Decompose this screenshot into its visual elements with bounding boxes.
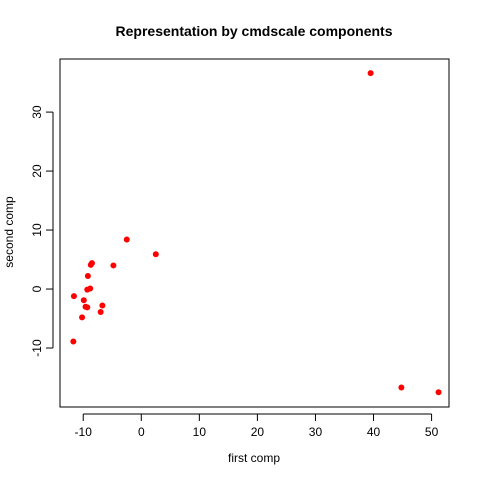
data-point <box>367 70 374 77</box>
plot-frame <box>59 58 450 408</box>
data-point <box>70 338 77 345</box>
data-point <box>79 314 86 321</box>
y-tick-label: -10 <box>30 339 44 357</box>
data-point <box>152 251 159 258</box>
data-points <box>70 70 442 396</box>
data-point <box>97 309 104 316</box>
y-axis-label: second comp <box>2 196 16 268</box>
data-point <box>123 236 130 243</box>
data-point <box>99 302 106 309</box>
data-point <box>435 389 442 396</box>
x-tick-label: -10 <box>75 425 93 439</box>
x-tick-label: 40 <box>367 425 381 439</box>
x-axis-label: first comp <box>228 451 280 465</box>
y-tick-label: 20 <box>30 164 44 178</box>
data-point <box>84 273 91 280</box>
x-tick-label: 20 <box>251 425 265 439</box>
x-tick-label: 10 <box>193 425 207 439</box>
x-axis: -10 0 10 20 30 40 50 <box>75 413 439 439</box>
data-point <box>84 304 91 311</box>
data-point <box>84 286 91 293</box>
y-tick-label: 0 <box>30 285 44 292</box>
data-point <box>398 384 405 391</box>
data-point <box>70 293 77 300</box>
x-tick-label: 30 <box>309 425 323 439</box>
data-point <box>87 261 94 268</box>
y-tick-label: 30 <box>30 105 44 119</box>
y-axis: -10 0 10 20 30 <box>30 105 54 357</box>
chart-title: Representation by cmdscale components <box>116 23 393 39</box>
x-tick-label: 50 <box>425 425 439 439</box>
y-tick-label: 10 <box>30 223 44 237</box>
data-point <box>110 262 117 269</box>
data-point <box>80 297 87 304</box>
x-tick-label: 0 <box>138 425 145 439</box>
